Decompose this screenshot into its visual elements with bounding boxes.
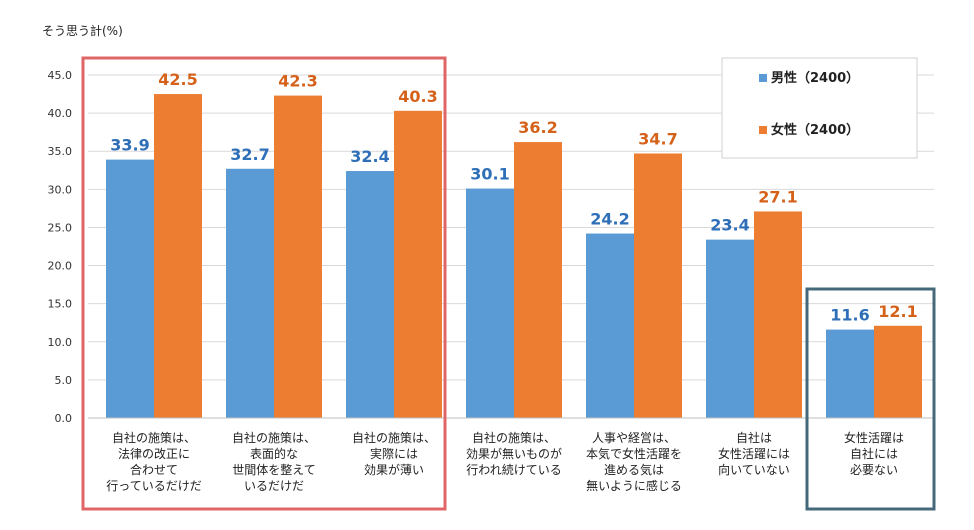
bar-female-6 bbox=[874, 325, 922, 418]
y-tick-label-8: 40.0 bbox=[48, 107, 73, 120]
category-label-6-1: 自社には bbox=[850, 446, 898, 461]
y-tick-label-7: 35.0 bbox=[48, 145, 73, 158]
category-label-4-3: 無いように感じる bbox=[586, 478, 682, 493]
y-axis-title: そう思う計(%) bbox=[42, 24, 123, 38]
category-label-3-1: 効果が無いものが bbox=[466, 446, 562, 461]
y-tick-label-5: 25.0 bbox=[48, 221, 73, 234]
y-tick-label-2: 10.0 bbox=[48, 336, 73, 349]
data-label-male-6: 11.6 bbox=[830, 306, 869, 325]
data-label-female-5: 27.1 bbox=[758, 187, 797, 206]
category-label-2-2: 効果が薄い bbox=[364, 462, 424, 477]
category-label-5-0: 自社は bbox=[736, 430, 772, 445]
bar-male-6 bbox=[826, 329, 874, 418]
category-label-0-1: 法律の改正に bbox=[118, 447, 190, 461]
legend-swatch-male bbox=[759, 74, 767, 82]
y-tick-label-9: 45.0 bbox=[48, 69, 73, 82]
bar-male-2 bbox=[346, 171, 394, 418]
category-label-3-0: 自社の施策は、 bbox=[472, 430, 556, 445]
bar-male-0 bbox=[106, 159, 154, 418]
bar-female-5 bbox=[754, 211, 802, 418]
data-label-female-0: 42.5 bbox=[158, 70, 197, 89]
data-label-male-0: 33.9 bbox=[110, 136, 149, 155]
y-tick-label-0: 0.0 bbox=[55, 412, 73, 425]
data-label-female-3: 36.2 bbox=[518, 118, 557, 137]
category-label-4-0: 人事や経営は、 bbox=[592, 431, 676, 445]
highlight-box-left bbox=[81, 56, 447, 511]
data-label-female-6: 12.1 bbox=[878, 302, 917, 321]
data-label-female-4: 34.7 bbox=[638, 130, 677, 149]
data-label-male-1: 32.7 bbox=[230, 145, 269, 164]
category-label-5-1: 女性活躍には bbox=[718, 446, 790, 461]
category-label-4-2: 進める気は bbox=[604, 462, 664, 477]
category-label-2-1: 実際には bbox=[370, 446, 418, 461]
legend-label-male: 男性（2400） bbox=[771, 70, 859, 86]
data-label-male-4: 24.2 bbox=[590, 210, 629, 229]
y-tick-label-4: 20.0 bbox=[48, 260, 73, 273]
data-label-female-1: 42.3 bbox=[278, 72, 317, 91]
category-label-0-3: 行っているだけだ bbox=[106, 479, 201, 493]
data-label-male-3: 30.1 bbox=[470, 165, 509, 184]
category-label-4-1: 本気で女性活躍を bbox=[586, 446, 682, 461]
category-label-3-2: 行われ続けている bbox=[466, 463, 561, 477]
y-tick-label-1: 5.0 bbox=[55, 374, 73, 387]
category-label-1-1: 表面的な bbox=[250, 446, 298, 461]
category-label-6-0: 女性活躍は bbox=[844, 430, 904, 445]
y-tick-label-6: 30.0 bbox=[48, 183, 73, 196]
category-label-1-3: いるだけだ bbox=[244, 479, 304, 493]
data-label-female-2: 40.3 bbox=[398, 87, 437, 106]
legend-swatch-female bbox=[759, 126, 767, 134]
category-label-0-2: 合わせて bbox=[130, 462, 178, 477]
bar-male-1 bbox=[226, 168, 274, 418]
category-label-5-2: 向いていない bbox=[718, 462, 790, 477]
bar-female-1 bbox=[274, 95, 322, 418]
category-label-2-0: 自社の施策は、 bbox=[352, 430, 436, 445]
bar-male-5 bbox=[706, 239, 754, 418]
bar-male-4 bbox=[586, 233, 634, 418]
category-label-6-2: 必要ない bbox=[850, 463, 898, 477]
bar-male-3 bbox=[466, 188, 514, 418]
legend-box bbox=[721, 57, 918, 159]
data-label-male-2: 32.4 bbox=[350, 147, 389, 166]
data-label-male-5: 23.4 bbox=[710, 216, 749, 235]
highlight-box-right bbox=[805, 287, 936, 511]
bar-female-4 bbox=[634, 153, 682, 418]
legend-label-female: 女性（2400） bbox=[771, 122, 859, 138]
category-label-1-0: 自社の施策は、 bbox=[232, 430, 316, 445]
category-label-0-0: 自社の施策は、 bbox=[112, 430, 196, 445]
bar-female-0 bbox=[154, 94, 202, 419]
bar-female-3 bbox=[514, 142, 562, 418]
category-label-1-2: 世間体を整えて bbox=[232, 462, 315, 477]
bar-female-2 bbox=[394, 110, 442, 418]
y-tick-label-3: 15.0 bbox=[48, 298, 73, 311]
